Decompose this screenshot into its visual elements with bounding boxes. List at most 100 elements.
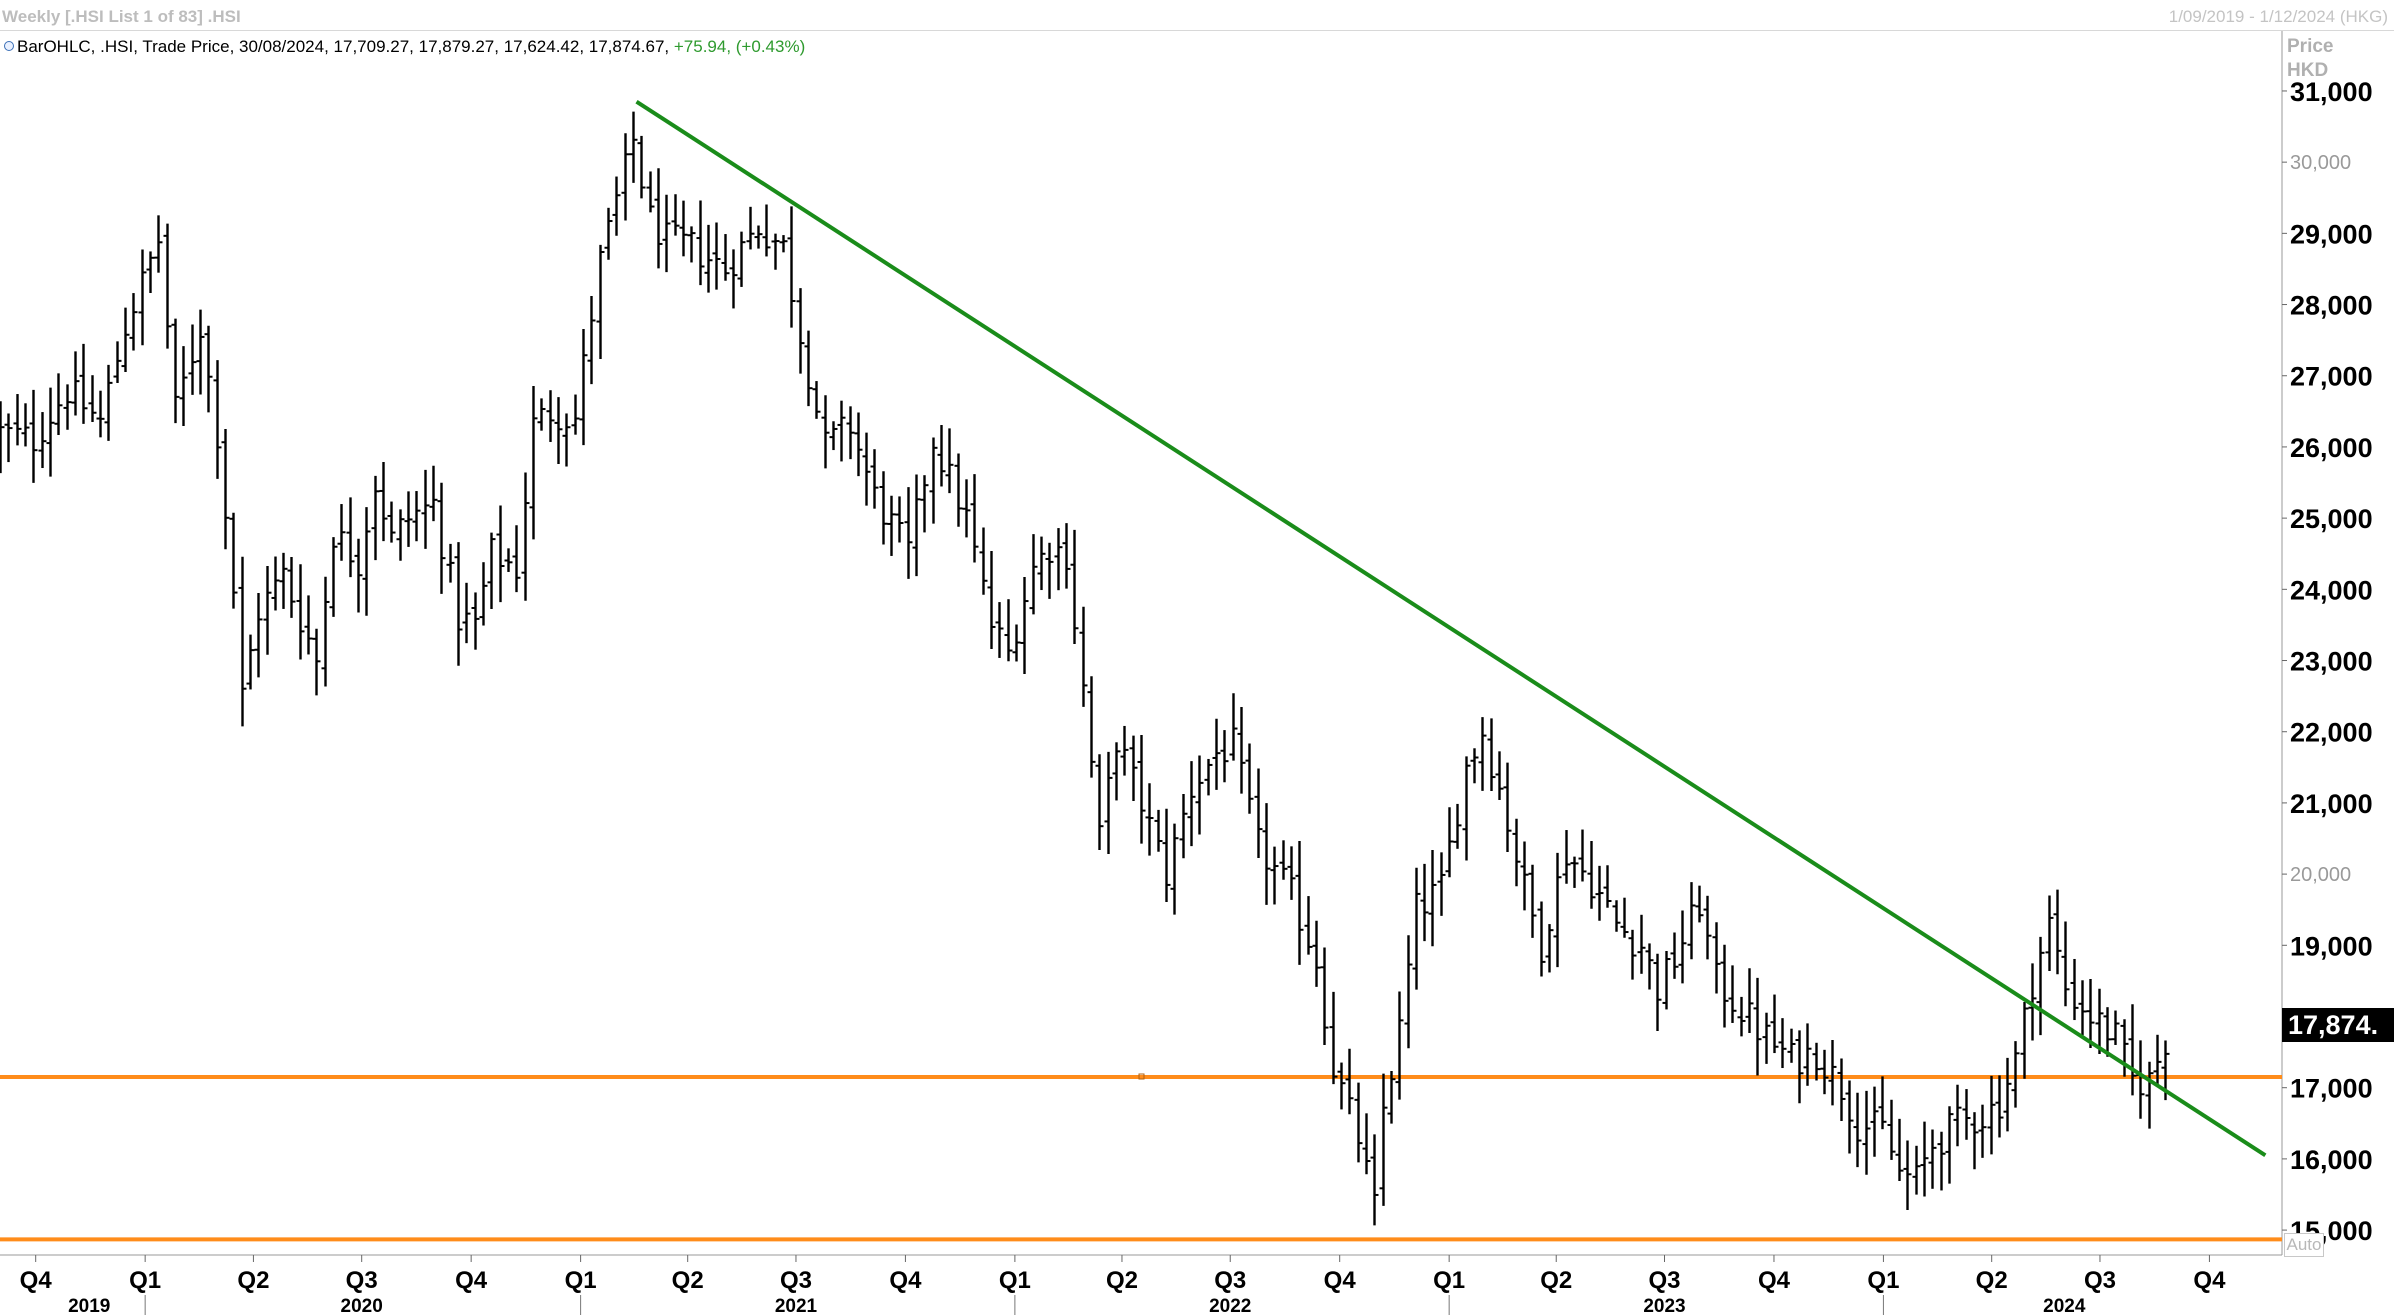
- ohlc-bar: [1495, 751, 1504, 800]
- ohlc-bar: [1129, 735, 1138, 801]
- ohlc-bar: [1320, 947, 1329, 1045]
- quarter-label: Q4: [20, 1267, 53, 1294]
- ohlc-bar: [1978, 1104, 1987, 1158]
- ohlc-bar: [354, 538, 363, 613]
- ohlc-bar: [970, 474, 979, 563]
- ohlc-bar: [1428, 849, 1437, 947]
- ohlc-bar: [704, 224, 713, 293]
- ohlc-bar: [379, 461, 388, 542]
- ohlc-bar: [396, 509, 405, 561]
- ohlc-bar: [1270, 846, 1279, 905]
- ohlc-bar: [104, 364, 113, 441]
- ohlc-bar: [870, 449, 879, 509]
- quarter-label: Q1: [129, 1267, 161, 1294]
- ohlc-bar: [1812, 1042, 1821, 1081]
- ohlc-bar: [454, 542, 463, 666]
- ohlc-bar: [1903, 1140, 1912, 1211]
- ohlc-bar: [546, 390, 555, 442]
- ohlc-bar: [895, 496, 904, 543]
- ohlc-bar: [1062, 523, 1071, 589]
- ohlc-bar: [796, 288, 805, 374]
- ohlc-bar: [38, 412, 47, 469]
- ohlc-bar: [679, 200, 688, 257]
- ohlc-bar: [1628, 929, 1637, 980]
- ohlc-bar: [321, 576, 330, 687]
- ohlc-bar: [1720, 944, 1729, 1028]
- ohlc-bar: [529, 386, 538, 540]
- ohlc-bar: [621, 133, 630, 221]
- time-axis-labels: Q4 Q1 Q2 Q3 Q4 Q1 Q2 Q3 Q4 Q1 Q2 Q3 Q4 Q1 Q2 Q3 Q4 Q1 Q2 Q3…: [20, 1255, 2226, 1315]
- ohlc-bar: [1379, 1073, 1388, 1206]
- ohlc-bar: [246, 634, 255, 690]
- ohlc-bar: [121, 307, 130, 372]
- ohlc-bar: [2086, 979, 2095, 1048]
- ohlc-bar: [229, 512, 238, 609]
- axes: [0, 31, 2283, 1256]
- ohlc-bar: [1404, 935, 1413, 1049]
- ohlc-bar: [2070, 958, 2079, 1021]
- series-marker-icon[interactable]: [4, 41, 14, 51]
- ohlc-bar: [1045, 542, 1054, 599]
- ohlc-bar: [1453, 803, 1462, 849]
- ohlc-bar: [1012, 624, 1021, 662]
- price-tick-label: 31,000: [2290, 77, 2373, 107]
- ohlc-bar: [787, 206, 796, 328]
- ohlc-bar: [254, 593, 263, 678]
- ohlc-bar: [2053, 889, 2062, 975]
- ohlc-bar: [995, 602, 1004, 658]
- ohlc-bar: [1120, 725, 1129, 776]
- ohlc-bar: [1912, 1145, 1921, 1195]
- ohlc-bar: [687, 226, 696, 263]
- ohlc-bar: [1645, 943, 1654, 990]
- currency-label: HKD: [2287, 60, 2328, 81]
- ohlc-bar: [579, 329, 588, 446]
- ohlc-bar: [1962, 1089, 1971, 1140]
- ohlc-bar: [612, 176, 621, 236]
- ohlc-bar: [1537, 901, 1546, 977]
- ohlc-bar: [1287, 846, 1296, 900]
- quarter-label: Q2: [1106, 1267, 1138, 1294]
- ohlc-bar: [1695, 885, 1704, 923]
- ohlc-bars: [0, 111, 2170, 1226]
- ohlc-bar: [188, 324, 197, 395]
- ohlc-bar: [204, 325, 213, 413]
- ohlc-bar: [1845, 1080, 1854, 1154]
- quarter-label: Q1: [1433, 1267, 1465, 1294]
- ohlc-bar: [1662, 950, 1671, 1010]
- ohlc-bar: [1329, 991, 1338, 1085]
- ohlc-bar: [537, 398, 546, 431]
- quarter-label: Q1: [565, 1267, 597, 1294]
- ohlc-bar: [1953, 1084, 1962, 1147]
- ohlc-bar: [371, 475, 380, 561]
- auto-scale-button[interactable]: Auto: [2284, 1233, 2324, 1257]
- ohlc-bar: [1670, 932, 1679, 979]
- ohlc-bar: [1637, 914, 1646, 974]
- ohlc-bar: [562, 413, 571, 467]
- ohlc-bar: [404, 491, 413, 547]
- ohlc-bar: [1545, 924, 1554, 973]
- ohlc-bar: [429, 465, 438, 522]
- ohlc-bar: [287, 557, 296, 618]
- ohlc-bar: [2103, 1007, 2112, 1057]
- ohlc-bar: [2111, 1010, 2120, 1045]
- ohlc-bar: [571, 394, 580, 435]
- ohlc-bar: [2128, 1004, 2137, 1096]
- ohlc-bar: [962, 479, 971, 538]
- ohlc-bar: [1828, 1040, 1837, 1106]
- ohlc-bar: [1154, 809, 1163, 852]
- ohlc-bar: [1503, 762, 1512, 852]
- ohlc-bar: [954, 453, 963, 527]
- ohlc-bar: [1745, 968, 1754, 1033]
- chart-title: Weekly [.HSI List 1 of 83] .HSI: [2, 7, 241, 26]
- ohlc-bar: [1104, 751, 1113, 855]
- ohlc-bar: [1387, 1070, 1396, 1124]
- ohlc-bar: [13, 394, 22, 446]
- ohlc-bar: [312, 628, 321, 696]
- quarter-label: Q3: [346, 1267, 378, 1294]
- ohlc-bar: [2028, 963, 2037, 1041]
- ohlc-bar: [904, 487, 913, 579]
- ohlc-bar: [387, 501, 396, 543]
- price-tick-label: 26,000: [2290, 433, 2373, 463]
- quarter-label: Q3: [2084, 1267, 2116, 1294]
